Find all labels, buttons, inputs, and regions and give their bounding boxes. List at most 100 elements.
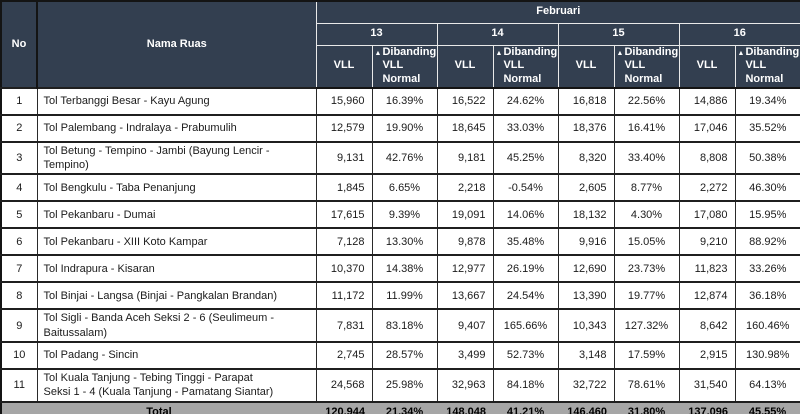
vll-value: 9,916 (557, 227, 615, 257)
dibanding-pct-value: 19.90% (371, 113, 438, 143)
dibanding-pct-value: 8.77% (613, 173, 680, 203)
date-header-15: 15 (557, 22, 680, 46)
row-number: 4 (0, 173, 38, 203)
ruas-name: Tol Sigli - Banda Aceh Seksi 2 - 6 (Seul… (36, 308, 317, 343)
vll-value: 13,667 (436, 281, 494, 311)
vll-value: 9,878 (436, 227, 494, 257)
dibanding-pct-value: 17.59% (613, 340, 680, 370)
dibanding-pct-value: -0.54% (492, 173, 559, 203)
dibanding-pct-value: 15.05% (613, 227, 680, 257)
row-number: 5 (0, 200, 38, 230)
vll-value: 18,645 (436, 113, 494, 143)
total-vll-13: 120,944 (316, 400, 372, 414)
vll-value: 2,745 (315, 340, 373, 370)
dibanding-header-14: ▲ Dibanding VLL Normal (492, 44, 559, 89)
ruas-name: Tol Palembang - Indralaya - Prabumulih (36, 113, 317, 143)
dibanding-pct-value: 11.99% (371, 281, 438, 311)
vll-value: 16,522 (436, 86, 494, 116)
vll-value: 18,132 (557, 200, 615, 230)
dibanding-pct-value: 33.40% (613, 140, 680, 176)
ruas-name: Tol Kuala Tanjung - Tebing Tinggi - Para… (36, 367, 317, 403)
col-header-no: No (0, 0, 38, 89)
total-vll-16: 137,096 (679, 400, 735, 414)
dibanding-header-15: ▲ Dibanding VLL Normal (613, 44, 680, 89)
table-row: 6 Tol Pekanbaru - XIII Koto Kampar 7,128 13… (0, 227, 800, 257)
vll-value: 9,210 (678, 227, 736, 257)
dibanding-pct-value: 83.18% (371, 308, 438, 343)
month-header: Februari (315, 0, 800, 24)
vll-value: 17,080 (678, 200, 736, 230)
dibanding-pct-value: 45.25% (492, 140, 559, 176)
vll-value: 13,390 (557, 281, 615, 311)
ruas-name: Tol Terbanggi Besar - Kayu Agung (36, 86, 317, 116)
dibanding-label: Dibanding VLL Normal (503, 45, 558, 86)
dibanding-pct-value: 84.18% (492, 367, 559, 403)
dibanding-pct-value: 50.38% (734, 140, 800, 176)
row-number: 6 (0, 227, 38, 257)
vll-value: 31,540 (678, 367, 736, 403)
table-body: 1 Tol Terbanggi Besar - Kayu Agung 15,960 1… (0, 86, 800, 403)
col-header-nama-ruas: Nama Ruas (36, 0, 317, 89)
total-pct-14: 41.21% (493, 400, 558, 414)
dibanding-pct-value: 46.30% (734, 173, 800, 203)
dibanding-pct-value: 35.48% (492, 227, 559, 257)
dibanding-pct-value: 160.46% (734, 308, 800, 343)
ruas-name: Tol Binjai - Langsa (Binjai - Pangkalan … (36, 281, 317, 311)
dibanding-header-13: ▲ Dibanding VLL Normal (371, 44, 438, 89)
dibanding-pct-value: 78.61% (613, 367, 680, 403)
dibanding-pct-value: 26.19% (492, 254, 559, 284)
table-row: 9 Tol Sigli - Banda Aceh Seksi 2 - 6 (Seu… (0, 308, 800, 343)
date-header-16: 16 (678, 22, 800, 46)
total-pct-15: 31.80% (614, 400, 679, 414)
table-row: 11 Tol Kuala Tanjung - Tebing Tinggi - Pa… (0, 367, 800, 403)
dibanding-pct-value: 52.73% (492, 340, 559, 370)
increase-arrow-icon: ▲ (495, 49, 503, 57)
row-number: 8 (0, 281, 38, 311)
vll-value: 2,218 (436, 173, 494, 203)
dibanding-pct-value: 19.34% (734, 86, 800, 116)
vll-header-13: VLL (315, 44, 373, 89)
table-row: 1 Tol Terbanggi Besar - Kayu Agung 15,960 1… (0, 86, 800, 116)
ruas-name: Tol Bengkulu - Taba Penanjung (36, 173, 317, 203)
vll-value: 10,343 (557, 308, 615, 343)
total-pct-16: 45.55% (735, 400, 800, 414)
vll-value: 11,172 (315, 281, 373, 311)
dibanding-pct-value: 33.03% (492, 113, 559, 143)
vll-value: 14,886 (678, 86, 736, 116)
dibanding-pct-value: 14.06% (492, 200, 559, 230)
vll-value: 12,977 (436, 254, 494, 284)
vll-value: 8,642 (678, 308, 736, 343)
date-header-13: 13 (315, 22, 438, 46)
ruas-name: Tol Indrapura - Kisaran (36, 254, 317, 284)
increase-arrow-icon: ▲ (374, 49, 382, 57)
vll-value: 12,690 (557, 254, 615, 284)
dibanding-pct-value: 14.38% (371, 254, 438, 284)
table-row: 8 Tol Binjai - Langsa (Binjai - Pangkalan… (0, 281, 800, 311)
row-number: 9 (0, 308, 38, 343)
vll-header-15: VLL (557, 44, 615, 89)
vll-value: 2,915 (678, 340, 736, 370)
dibanding-pct-value: 9.39% (371, 200, 438, 230)
dibanding-pct-value: 64.13% (734, 367, 800, 403)
ruas-name: Tol Betung - Tempino - Jambi (Bayung Len… (36, 140, 317, 176)
vll-value: 9,181 (436, 140, 494, 176)
vll-value: 17,615 (315, 200, 373, 230)
table-row: 3 Tol Betung - Tempino - Jambi (Bayung Le… (0, 140, 800, 176)
dibanding-label: Dibanding VLL Normal (624, 45, 679, 86)
table-row: 4 Tol Bengkulu - Taba Penanjung 1,845 6.65%… (0, 173, 800, 203)
vll-value: 12,579 (315, 113, 373, 143)
dibanding-pct-value: 36.18% (734, 281, 800, 311)
vll-value: 32,722 (557, 367, 615, 403)
vll-value: 3,148 (557, 340, 615, 370)
dibanding-label: Dibanding VLL Normal (382, 45, 437, 86)
dibanding-pct-value: 19.77% (613, 281, 680, 311)
vll-value: 8,808 (678, 140, 736, 176)
dibanding-pct-value: 13.30% (371, 227, 438, 257)
dibanding-pct-value: 24.54% (492, 281, 559, 311)
dibanding-pct-value: 16.39% (371, 86, 438, 116)
vll-value: 32,963 (436, 367, 494, 403)
total-vll-15: 146,460 (558, 400, 614, 414)
vll-value: 15,960 (315, 86, 373, 116)
